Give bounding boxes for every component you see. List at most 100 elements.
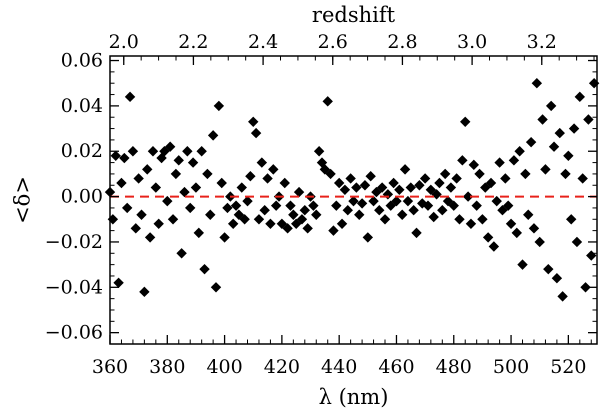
data-point	[253, 214, 265, 225]
data-point	[374, 205, 385, 216]
plot-frame	[109, 55, 598, 345]
data-point	[465, 218, 477, 230]
data-point	[482, 232, 494, 243]
data-point	[196, 146, 207, 157]
data-point	[222, 202, 233, 214]
data-point	[299, 205, 310, 216]
data-point	[293, 186, 305, 198]
data-point	[173, 155, 184, 166]
data-point	[331, 200, 342, 211]
points-layer	[104, 78, 600, 302]
data-point	[333, 177, 345, 189]
top-tick-label: 3.2	[527, 31, 557, 53]
data-point	[119, 152, 130, 164]
data-point	[230, 200, 242, 211]
data-point	[545, 100, 557, 112]
x-axis-label: λ (nm)	[319, 385, 389, 409]
y-axis-label: <δ>	[11, 176, 35, 224]
data-point	[162, 195, 173, 207]
data-point	[133, 173, 144, 184]
data-point	[471, 200, 482, 211]
data-point	[121, 202, 133, 214]
data-point	[265, 218, 276, 230]
data-point	[402, 195, 414, 207]
data-point	[525, 136, 537, 148]
data-point	[574, 91, 586, 103]
data-point	[250, 127, 262, 139]
data-point	[502, 200, 514, 211]
data-point	[391, 195, 402, 207]
data-point	[422, 200, 434, 211]
top-tick-label: 2.0	[109, 31, 139, 53]
data-point	[325, 168, 336, 180]
data-point	[113, 277, 124, 288]
data-point	[517, 259, 528, 270]
data-point	[342, 205, 353, 216]
data-point	[379, 214, 391, 225]
data-point	[560, 168, 571, 180]
data-point	[245, 170, 256, 182]
data-point	[399, 164, 411, 175]
data-point	[259, 205, 270, 216]
data-point	[282, 223, 293, 234]
x-tick-label: 440	[321, 356, 357, 378]
data-point	[356, 198, 368, 209]
data-point	[528, 223, 540, 234]
data-point	[457, 155, 468, 166]
data-point	[205, 209, 216, 220]
data-point	[520, 168, 531, 180]
data-point	[110, 150, 121, 161]
data-point	[144, 232, 156, 243]
data-point	[577, 173, 588, 184]
data-point	[365, 170, 376, 182]
data-point	[448, 200, 459, 211]
data-point	[543, 263, 554, 275]
data-point	[460, 116, 471, 127]
data-point	[462, 191, 474, 202]
data-point	[537, 114, 548, 125]
data-point	[505, 218, 517, 230]
data-point	[439, 168, 451, 180]
data-point	[566, 214, 577, 225]
data-point	[236, 182, 247, 193]
data-point	[371, 186, 382, 198]
data-point	[454, 214, 465, 225]
data-point	[210, 282, 222, 293]
data-point	[288, 209, 299, 220]
data-point	[213, 100, 225, 112]
data-point	[586, 250, 597, 261]
data-point	[170, 168, 182, 180]
data-point	[190, 182, 202, 193]
data-point	[568, 123, 580, 134]
data-point	[531, 78, 543, 89]
data-point	[514, 146, 525, 157]
x-tick-label: 500	[493, 356, 529, 378]
data-point	[116, 177, 127, 189]
data-point	[202, 168, 213, 180]
data-point	[239, 214, 250, 225]
data-point	[139, 286, 150, 298]
data-point	[563, 150, 574, 161]
top-tick-label: 3.0	[457, 31, 487, 53]
data-point	[580, 282, 591, 293]
ticks-layer: 360 380 400 420 440 460 480 500 520 2.0 2.2 2.4 2.6 2…	[45, 31, 597, 378]
data-point	[270, 200, 282, 211]
data-point	[313, 146, 325, 157]
data-point	[480, 182, 491, 193]
data-point	[262, 173, 273, 184]
data-point	[219, 232, 230, 243]
data-point	[185, 202, 196, 214]
data-point	[311, 209, 322, 220]
data-point	[351, 182, 362, 193]
data-point	[419, 173, 431, 184]
x-tick-label: 360	[92, 356, 128, 378]
x-tick-label: 420	[264, 356, 300, 378]
data-point	[354, 209, 365, 220]
data-point	[428, 211, 439, 223]
data-point	[193, 227, 205, 239]
data-point	[302, 223, 313, 234]
data-point	[583, 114, 594, 125]
data-point	[394, 184, 405, 195]
x-tick-label: 380	[149, 356, 185, 378]
y-tick-label: −0.04	[45, 276, 103, 298]
